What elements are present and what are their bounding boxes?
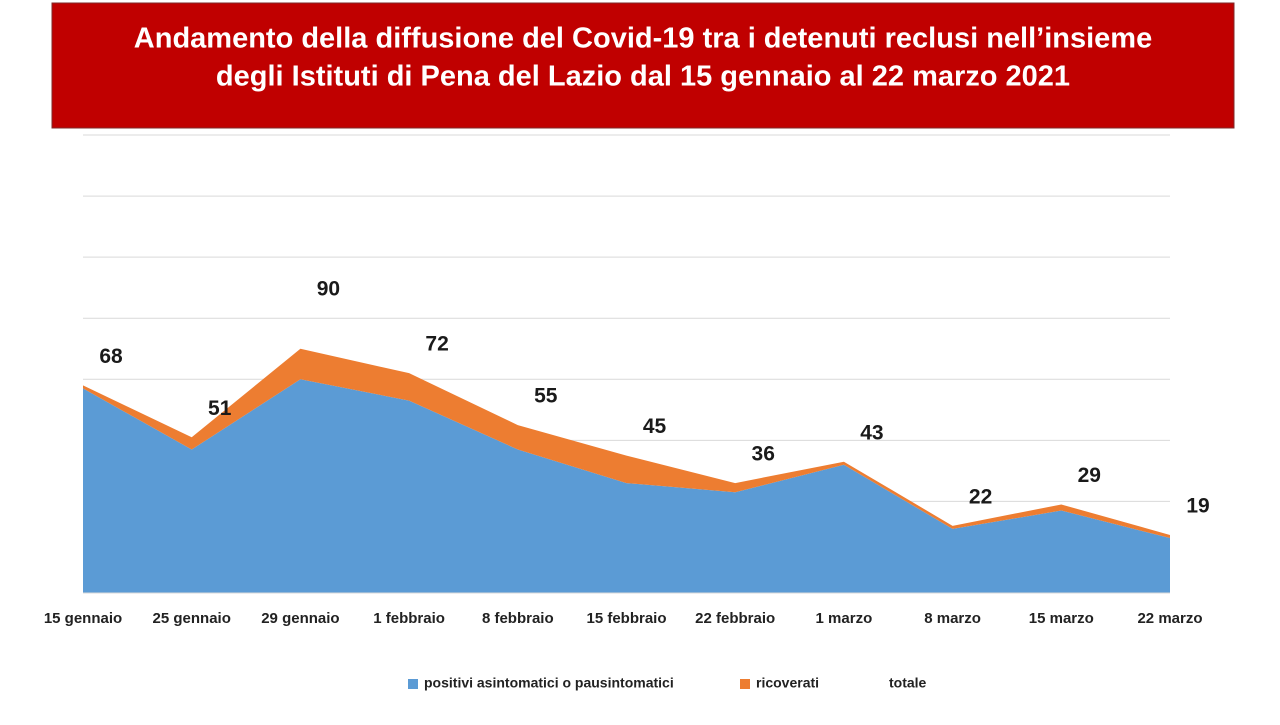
- title-box: [51, 2, 1235, 129]
- data-label: 43: [860, 421, 883, 444]
- x-tick-label: 1 marzo: [816, 610, 873, 627]
- legend-label: positivi asintomatici o pausintomatici: [424, 675, 674, 691]
- x-tick-label: 8 marzo: [924, 610, 981, 627]
- data-label: 68: [99, 345, 123, 368]
- x-tick-label: 29 gennaio: [261, 610, 339, 627]
- x-tick-label: 1 febbraio: [373, 610, 445, 627]
- x-tick-label: 25 gennaio: [153, 610, 231, 627]
- data-label: 51: [208, 397, 232, 420]
- area: [83, 379, 1170, 593]
- x-tick-label: 22 marzo: [1137, 610, 1202, 627]
- legend-label: totale: [889, 675, 927, 691]
- data-label: 22: [969, 485, 992, 508]
- data-label: 29: [1078, 464, 1101, 487]
- x-tick-label: 15 febbraio: [586, 610, 666, 627]
- legend-swatch: [408, 679, 418, 689]
- data-label: 19: [1186, 495, 1209, 518]
- data-label: 45: [643, 415, 667, 438]
- data-label: 90: [317, 278, 340, 301]
- data-label: 55: [534, 385, 558, 408]
- x-tick-label: 15 marzo: [1029, 610, 1094, 627]
- data-label: 72: [425, 333, 448, 356]
- x-tick-label: 22 febbraio: [695, 610, 775, 627]
- chart-title: degli Istituti di Pena del Lazio dal 15 …: [216, 61, 1070, 93]
- legend-swatch: [740, 679, 750, 689]
- x-tick-label: 15 gennaio: [44, 610, 122, 627]
- x-tick-label: 8 febbraio: [482, 610, 554, 627]
- chart-title: Andamento della diffusione del Covid-19 …: [134, 23, 1152, 55]
- data-label: 36: [752, 443, 775, 466]
- legend-label: ricoverati: [756, 675, 819, 691]
